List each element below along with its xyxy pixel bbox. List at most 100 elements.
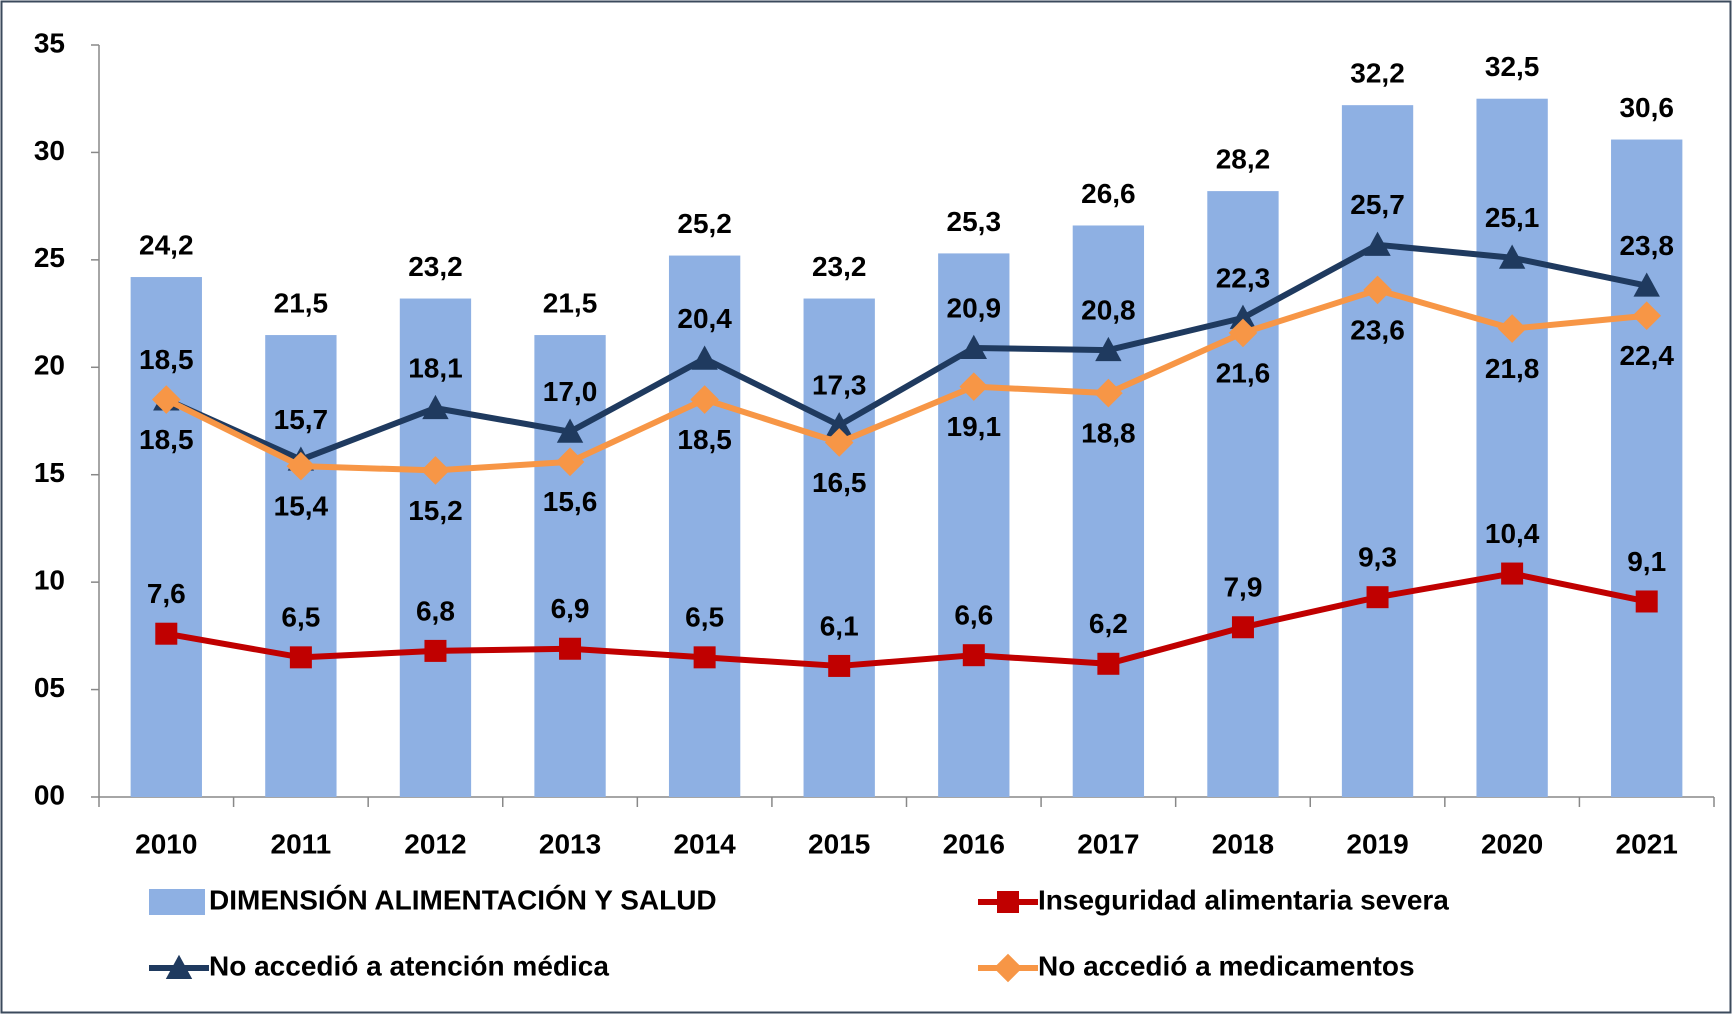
y-tick-label: 10: [34, 565, 65, 596]
marker: [559, 637, 582, 660]
data-label: 23,6: [1350, 314, 1405, 345]
bar: [803, 298, 875, 797]
y-tick-label: 05: [34, 672, 65, 703]
data-label: 20,4: [677, 303, 732, 334]
data-label: 15,6: [543, 486, 598, 517]
marker: [1498, 244, 1526, 269]
marker: [556, 418, 584, 443]
data-label: 16,5: [812, 467, 867, 498]
marker: [691, 345, 718, 370]
marker: [1632, 301, 1662, 331]
legend-label: Inseguridad alimentaria severa: [1038, 884, 1449, 915]
y-tick-label: 25: [34, 242, 65, 273]
data-label: 21,6: [1216, 357, 1271, 388]
marker: [1497, 314, 1527, 343]
bar: [668, 255, 741, 797]
data-label: 25,1: [1485, 202, 1540, 233]
data-label: 21,8: [1485, 353, 1540, 384]
marker: [151, 385, 181, 414]
x-tick-label: 2012: [404, 828, 466, 859]
x-tick-label: 2016: [943, 828, 1005, 859]
data-label: 22,4: [1619, 340, 1674, 371]
data-label: 23,8: [1619, 230, 1674, 261]
data-label: 25,7: [1350, 189, 1405, 220]
bar: [1476, 98, 1548, 797]
data-label: 19,1: [947, 411, 1002, 442]
data-label: 22,3: [1216, 262, 1271, 293]
x-tick-label: 2011: [271, 828, 332, 859]
x-tick-label: 2017: [1077, 828, 1139, 859]
marker: [1094, 378, 1123, 408]
y-tick-label: 30: [34, 135, 65, 166]
marker: [1228, 318, 1258, 348]
x-tick-label: 2019: [1346, 828, 1408, 859]
data-label: 23,2: [812, 251, 867, 282]
legend-marker: [993, 953, 1023, 983]
data-label: 7,9: [1223, 572, 1262, 603]
marker: [1364, 231, 1391, 256]
y-tick-label: 35: [34, 27, 65, 58]
data-label: 6,5: [685, 602, 724, 633]
bar: [265, 335, 337, 797]
marker: [1366, 586, 1389, 609]
line: [165, 570, 1648, 669]
data-label: 9,1: [1627, 546, 1666, 577]
data-label: 15,2: [408, 495, 463, 526]
data-label: 6,8: [416, 595, 455, 626]
x-tick-label: 2013: [539, 828, 601, 859]
y-tick-label: 20: [34, 350, 65, 381]
marker: [959, 372, 989, 401]
marker: [289, 646, 312, 669]
bar: [1207, 191, 1279, 798]
data-label: 28,2: [1216, 143, 1271, 174]
x-tick-label: 2015: [808, 828, 870, 859]
data-label: 26,6: [1081, 178, 1136, 209]
data-label: 6,9: [551, 593, 590, 624]
x-tick-label: 2014: [673, 828, 736, 859]
data-label: 21,5: [543, 287, 598, 318]
data-label: 17,0: [543, 376, 598, 407]
data-label: 30,6: [1619, 92, 1674, 123]
line: [164, 286, 1647, 474]
data-label: 15,7: [274, 404, 329, 435]
x-tick-label: 2021: [1616, 828, 1678, 859]
marker: [1229, 304, 1257, 329]
x-tick-label: 2018: [1212, 828, 1274, 859]
data-label: 6,6: [954, 600, 993, 631]
marker: [693, 646, 716, 669]
data-label: 18,5: [139, 424, 194, 455]
marker: [962, 644, 985, 667]
data-label: 32,2: [1350, 58, 1405, 89]
data-label: 6,2: [1089, 608, 1128, 639]
data-label: 15,4: [274, 491, 329, 522]
x-tick-label: 2010: [135, 828, 197, 859]
data-label: 32,5: [1485, 51, 1540, 82]
marker: [1501, 562, 1524, 585]
legend-marker: [165, 954, 193, 979]
marker: [424, 639, 447, 662]
data-label: 25,2: [677, 208, 732, 239]
bar: [1072, 225, 1145, 798]
data-label: 7,6: [147, 578, 186, 609]
marker: [1095, 336, 1122, 362]
data-label: 6,1: [820, 610, 859, 641]
bar: [399, 298, 472, 797]
data-label: 18,5: [139, 344, 194, 375]
data-label: 10,4: [1485, 518, 1540, 549]
bar: [1611, 139, 1683, 798]
data-label: 18,8: [1081, 417, 1136, 448]
legend-label: DIMENSIÓN ALIMENTACIÓN Y SALUD: [209, 884, 717, 915]
y-tick-label: 00: [34, 779, 65, 810]
data-label: 18,5: [677, 424, 732, 455]
marker: [1231, 616, 1254, 639]
data-label: 18,1: [408, 352, 463, 383]
marker: [421, 456, 450, 485]
bar: [130, 277, 202, 797]
data-label: 17,3: [812, 370, 867, 401]
data-label: 21,5: [274, 287, 329, 318]
data-label: 24,2: [139, 229, 194, 260]
data-label: 6,5: [281, 602, 320, 633]
marker: [1363, 275, 1392, 305]
marker: [286, 451, 316, 481]
